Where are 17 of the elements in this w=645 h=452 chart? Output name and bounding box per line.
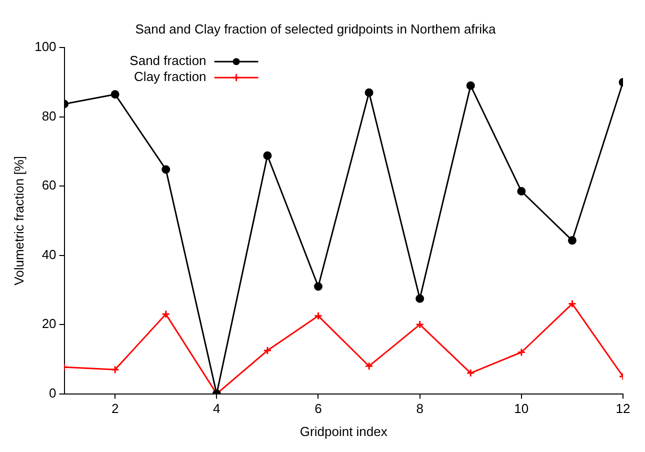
y-tick-label: 20 (42, 316, 56, 332)
legend-label: Clay fraction (134, 69, 206, 84)
y-tick-label: 100 (34, 39, 56, 54)
y-tick-label: 80 (42, 108, 56, 124)
x-tick-label: 8 (416, 401, 424, 416)
x-tick-label: 12 (616, 401, 630, 416)
x-tick-label: 10 (514, 401, 529, 416)
y-tick-label: 40 (42, 246, 56, 262)
y-axis-title: Volumetric fraction [%] (11, 156, 26, 286)
legend-label: Sand fraction (130, 53, 206, 68)
chart-title: Sand and Clay fraction of selected gridpoints in Northem afrika (135, 21, 497, 36)
x-tick-label: 2 (111, 401, 119, 416)
y-tick-label: 0 (49, 385, 56, 400)
x-axis-title: Gridpoint index (300, 424, 388, 439)
y-tick-label: 60 (42, 178, 56, 193)
x-tick-label: 4 (213, 401, 220, 416)
x-tick-label: 6 (314, 401, 322, 416)
